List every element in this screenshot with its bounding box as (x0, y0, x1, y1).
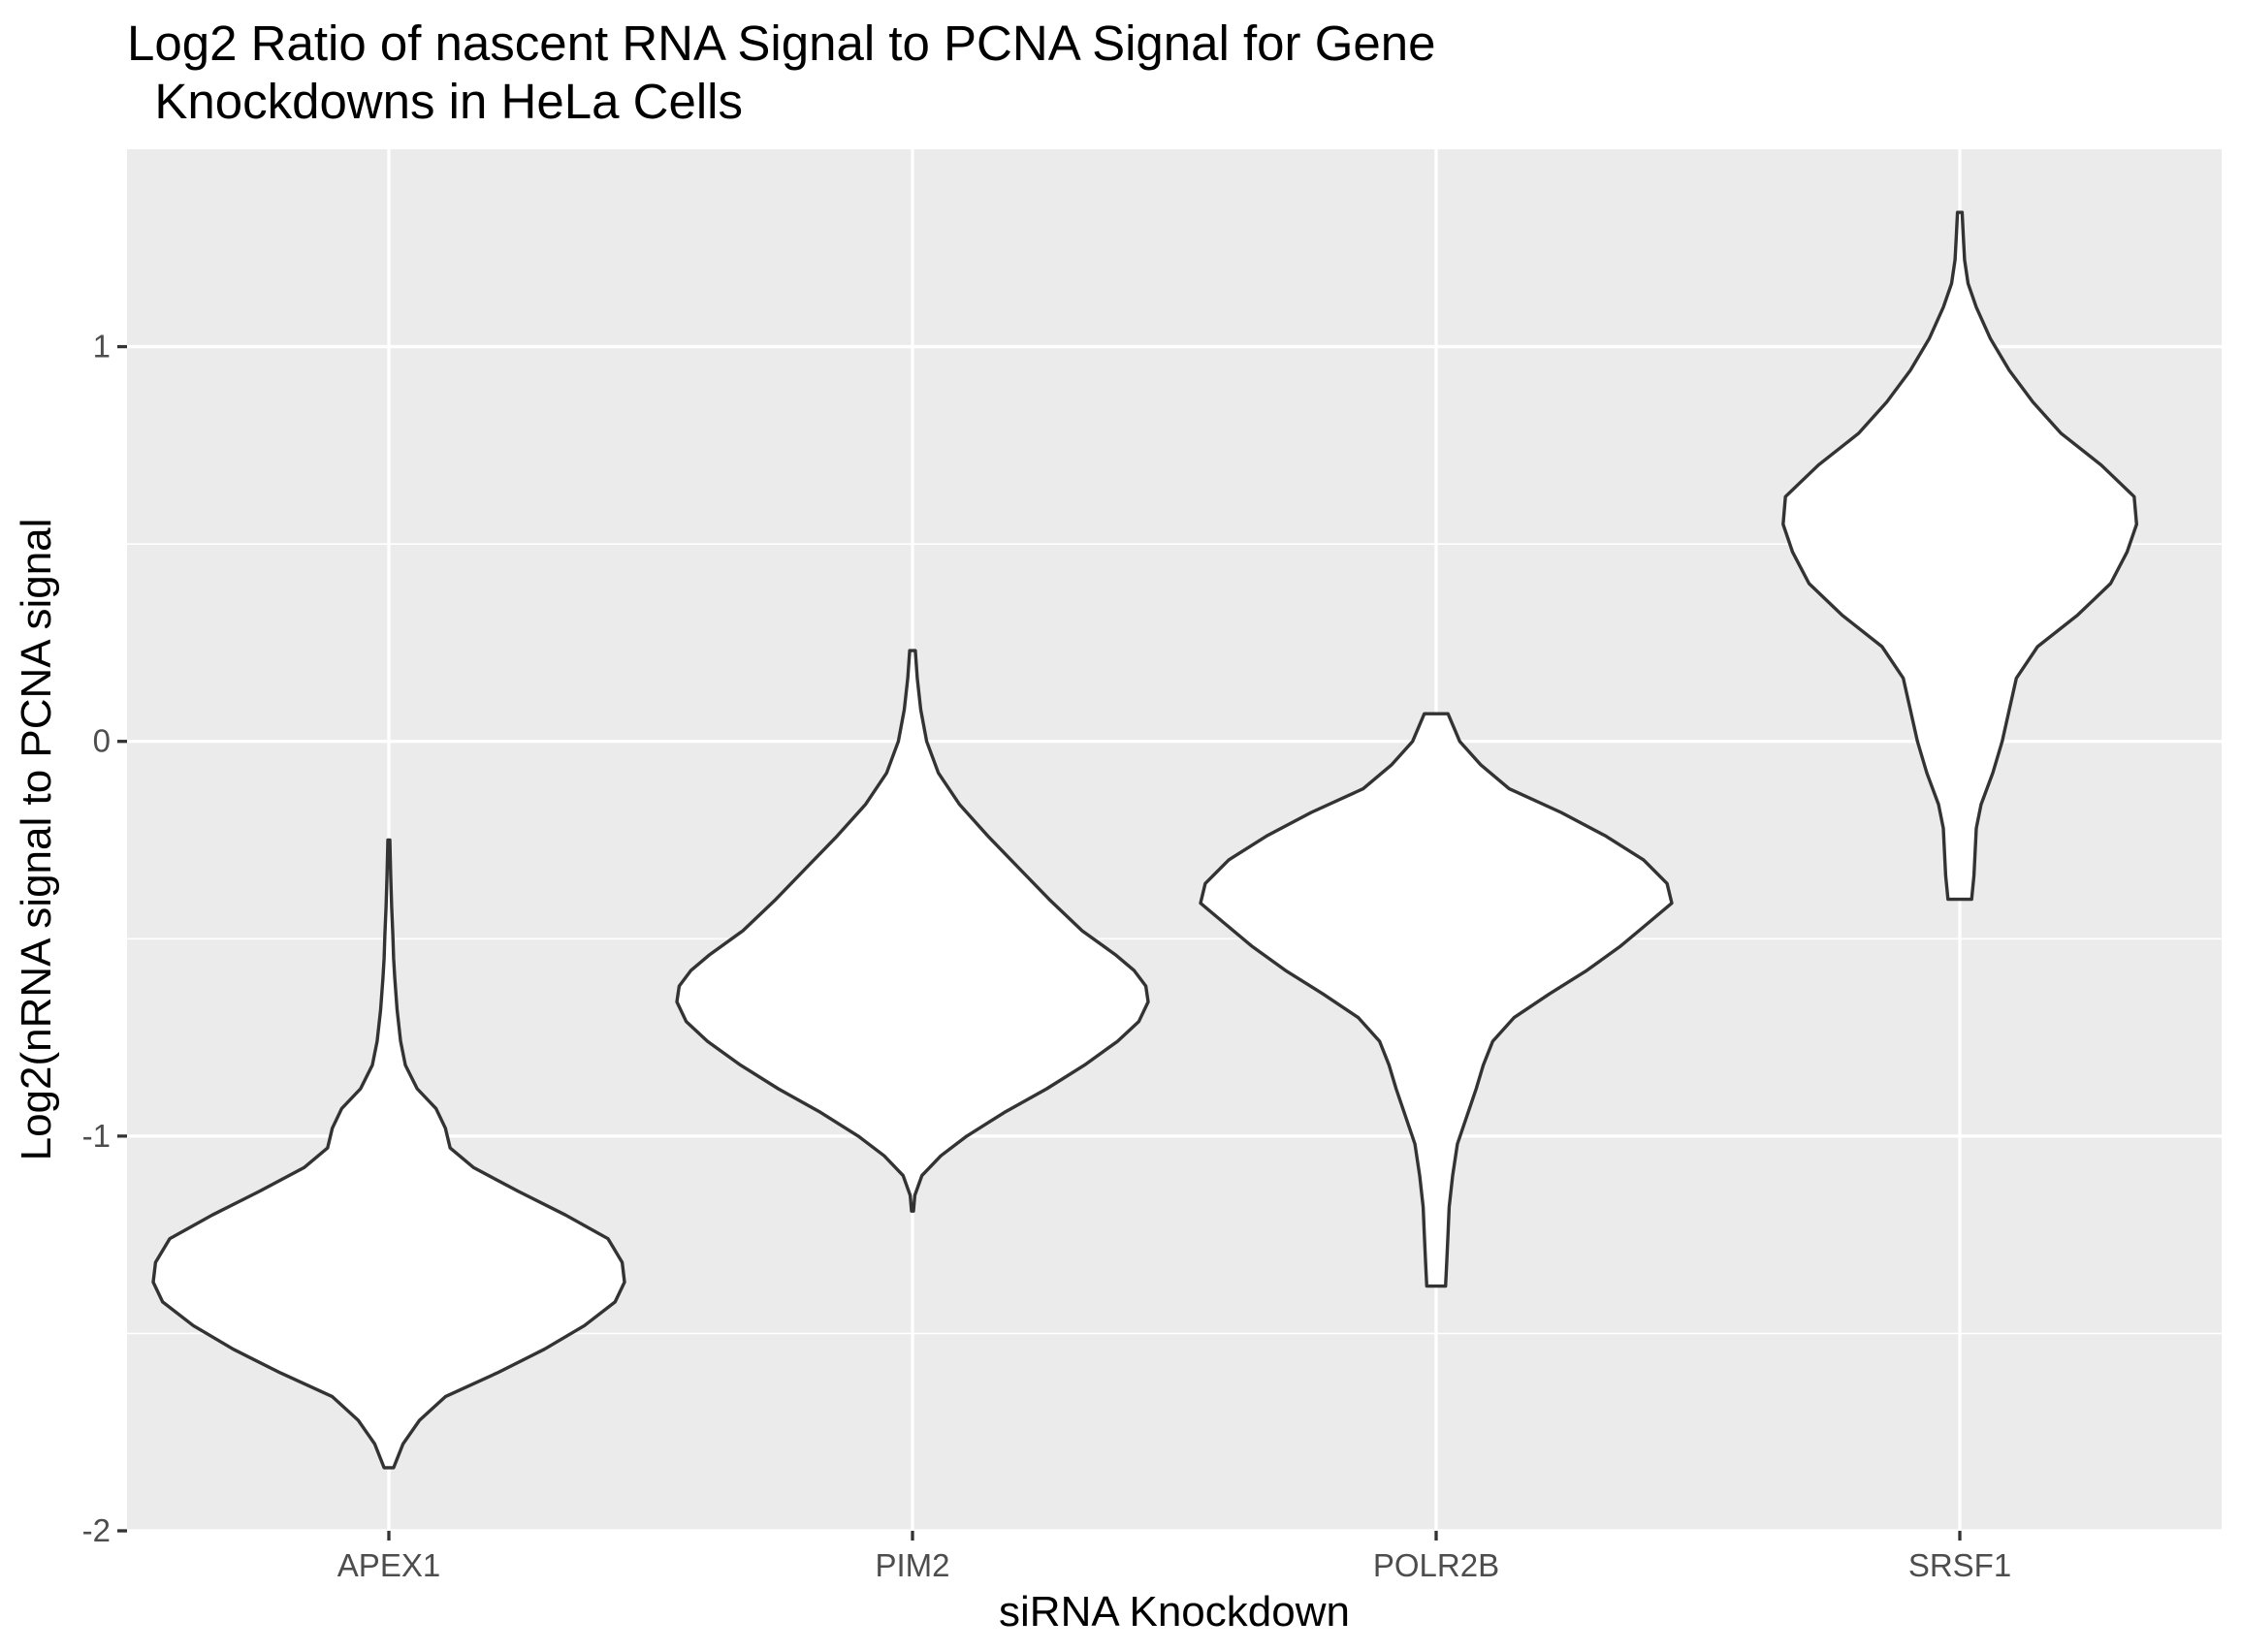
x-tick-label: POLR2B (1373, 1547, 1499, 1583)
chart-title-line2: Knockdowns in HeLa Cells (127, 74, 743, 129)
x-tick-label: PIM2 (875, 1547, 949, 1583)
y-tick-label: -2 (82, 1512, 111, 1548)
y-tick-label: 1 (93, 329, 111, 365)
violin-srsf1 (1781, 210, 2138, 902)
x-axis-title: siRNA Knockdown (999, 1588, 1350, 1636)
violin-pim2 (675, 649, 1150, 1213)
y-tick-label: -1 (82, 1118, 111, 1154)
violin-apex1 (151, 838, 626, 1470)
x-tick-label: APEX1 (337, 1547, 440, 1583)
violin-polr2b (1199, 712, 1674, 1288)
violins (151, 210, 2138, 1470)
axes: -2 -1 0 1 APEX1 PIM2 POLR2B SRSF1 (82, 329, 2012, 1583)
chart-title-line1: Log2 Ratio of nascent RNA Signal to PCNA… (127, 16, 1435, 71)
y-tick-label: 0 (93, 723, 111, 759)
x-tick-label: SRSF1 (1908, 1547, 2011, 1583)
y-axis-title: Log2(nRNA signal to PCNA signal (13, 519, 60, 1161)
